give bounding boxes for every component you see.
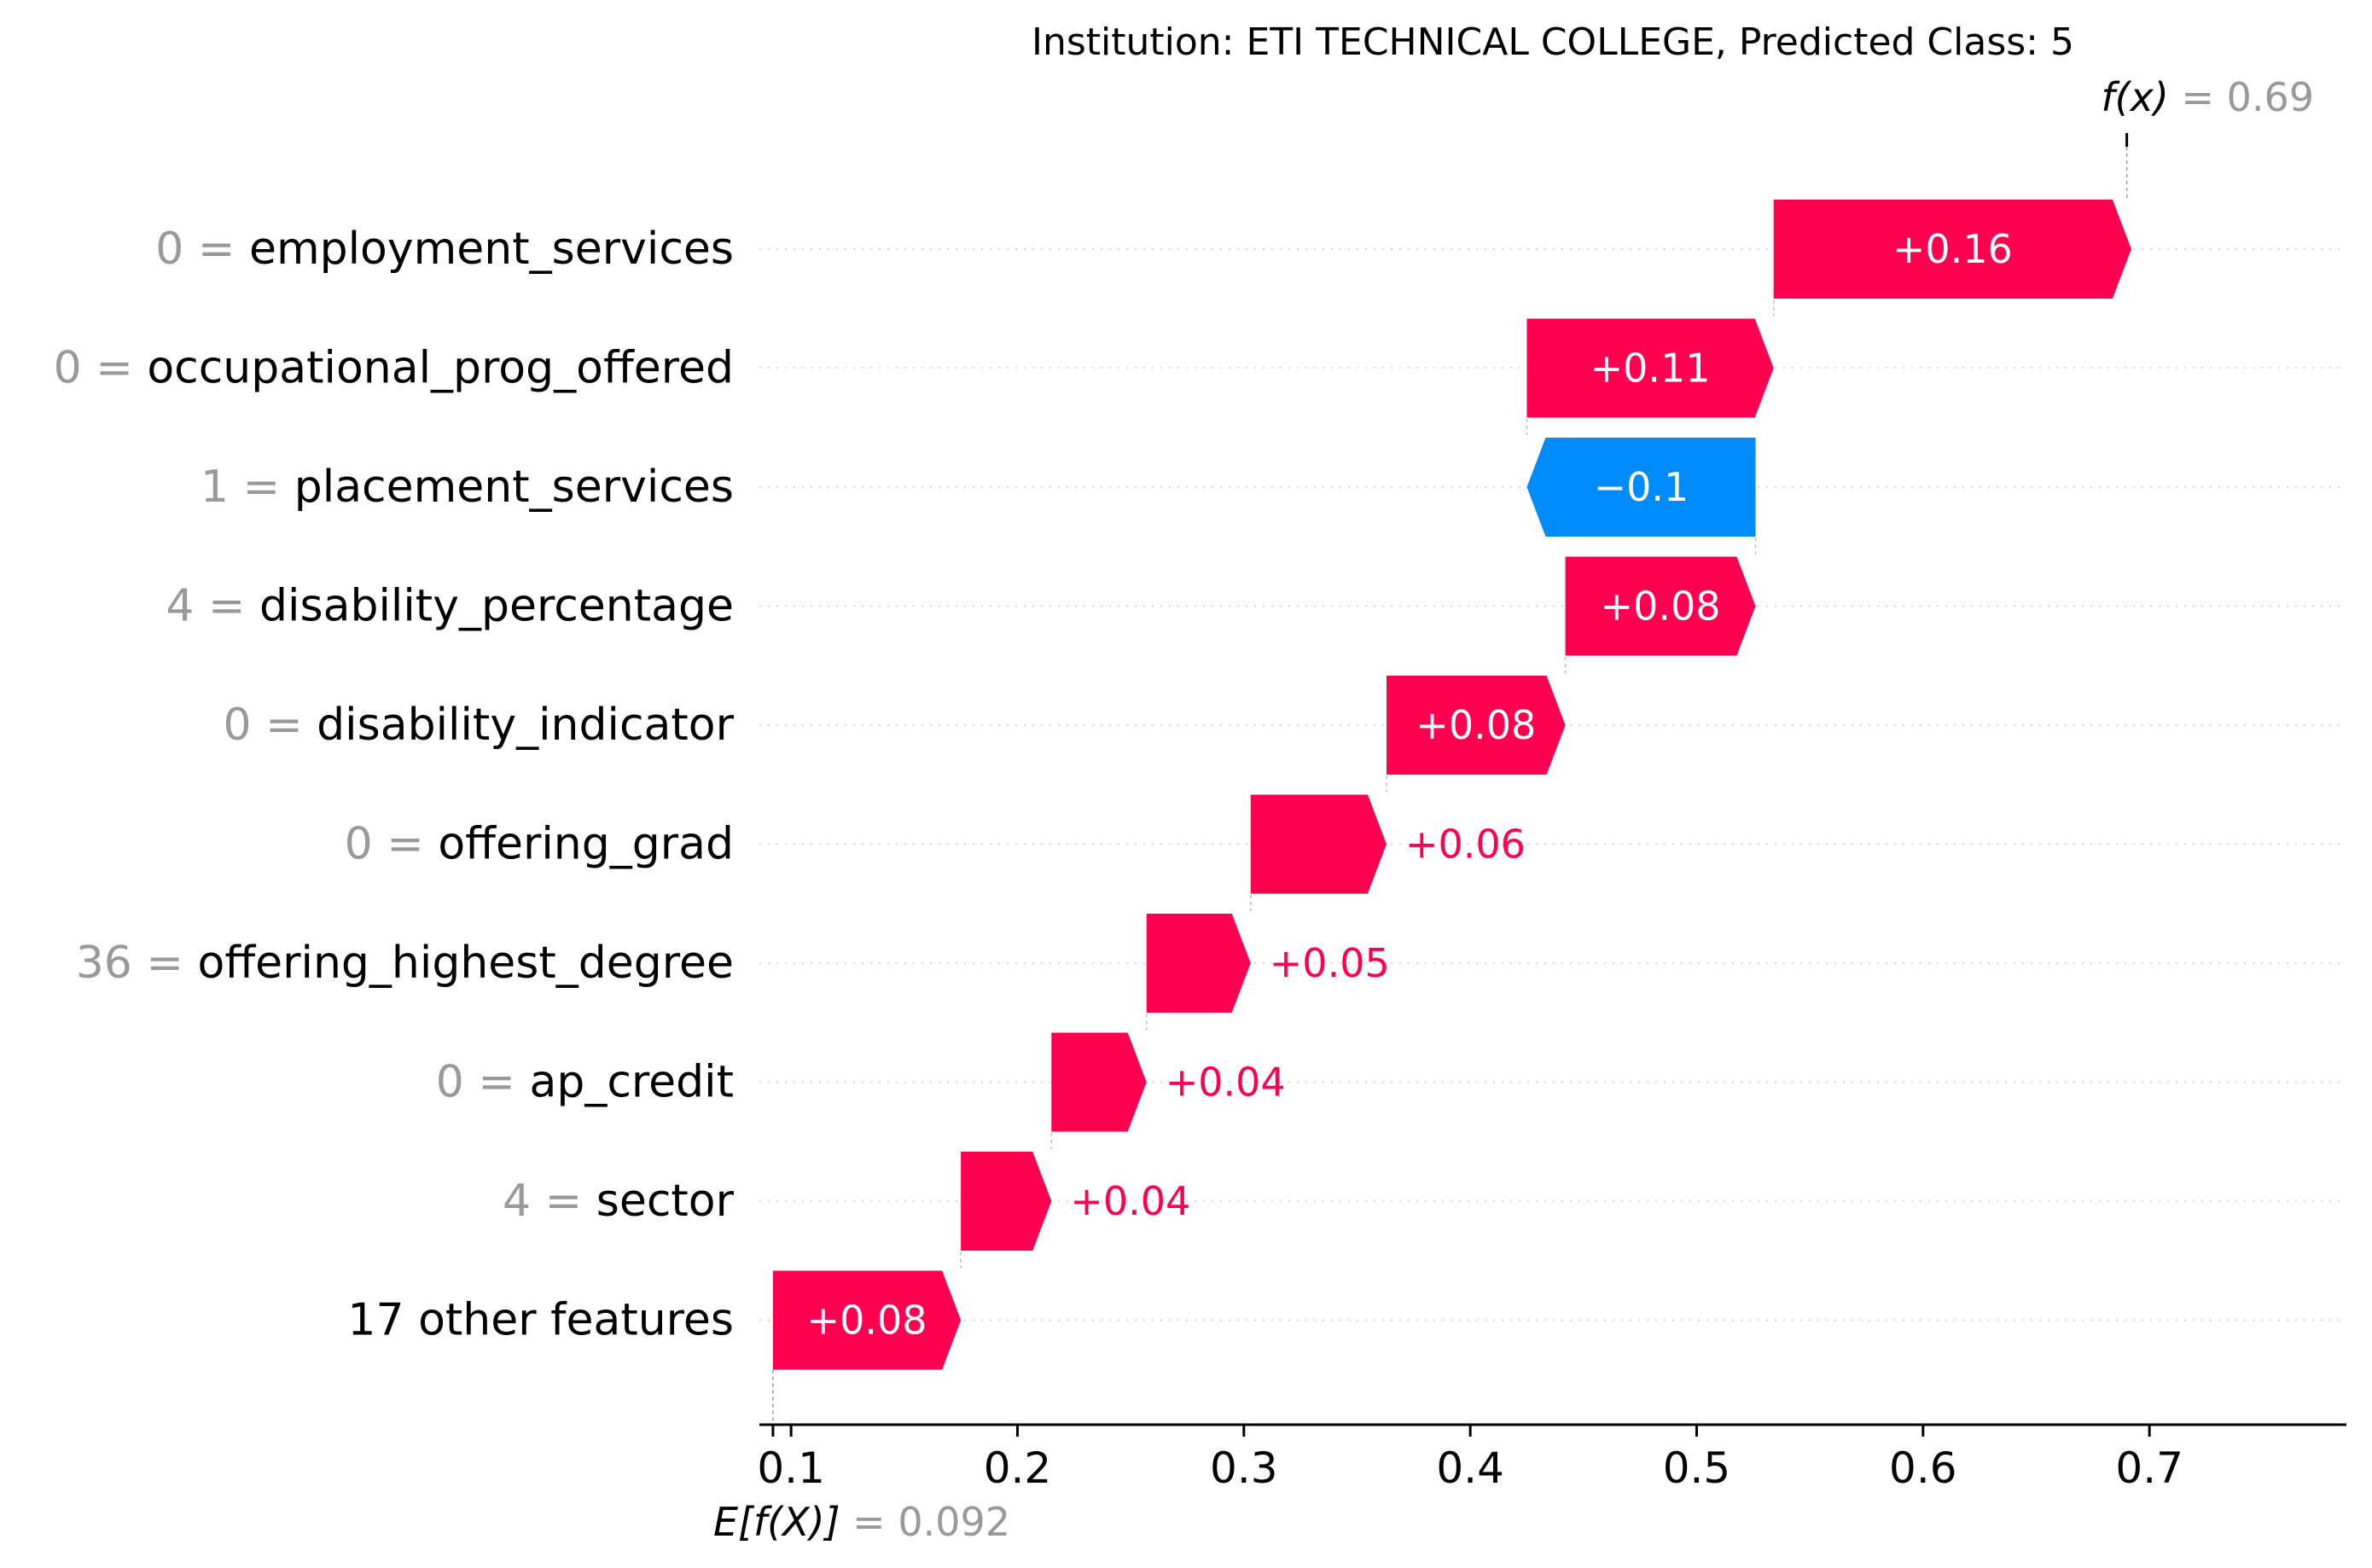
waterfall-bars: +0.16 +0.11 −0.1 +0.08 +0.08 +0.06 +0.05 +0.04 +… xyxy=(772,200,2131,1370)
bar-value-label: +0.06 xyxy=(1405,822,1526,868)
bar-value-label: +0.05 xyxy=(1270,940,1390,986)
efx-equals: = xyxy=(852,1499,898,1545)
feature-value: 4 = xyxy=(166,581,259,632)
x-tick-label: 0.2 xyxy=(984,1443,1052,1493)
feature-value: 1 = xyxy=(201,462,294,513)
bar-value-label: +0.08 xyxy=(1416,702,1536,748)
feature-value: 0 = xyxy=(155,224,249,275)
feature-value: 0 = xyxy=(345,819,439,870)
bar-value-label: +0.16 xyxy=(1892,226,2013,272)
feature-name: sector xyxy=(596,1176,735,1227)
efx-value: 0.092 xyxy=(898,1499,1010,1545)
feature-label: 4 = disability_percentage xyxy=(166,581,734,632)
bar-value-label: +0.08 xyxy=(1601,584,1721,630)
feature-value: 0 = xyxy=(223,700,317,751)
waterfall-bar xyxy=(1565,556,1756,656)
feature-label: 0 = offering_grad xyxy=(345,819,734,870)
feature-name: disability_indicator xyxy=(317,700,734,751)
waterfall-bar xyxy=(1146,914,1251,1013)
x-tick-label: 0.1 xyxy=(757,1443,825,1493)
svg-text:f(x) = 0.69: f(x) = 0.69 xyxy=(2101,74,2314,120)
x-axis: 0.1 0.2 0.3 0.4 0.5 0.6 0.7 xyxy=(757,1423,2346,1493)
waterfall-bar xyxy=(1773,200,2131,299)
waterfall-bar xyxy=(772,1270,962,1370)
feature-name: offering_highest_degree xyxy=(198,938,735,989)
feature-name: employment_services xyxy=(249,224,734,275)
bar-value-label: +0.11 xyxy=(1590,346,1711,392)
x-tick-label: 0.6 xyxy=(1889,1443,1957,1493)
waterfall-bar xyxy=(1526,318,1774,418)
x-tick-label: 0.3 xyxy=(1210,1443,1278,1493)
feature-name: ap_credit xyxy=(529,1057,734,1108)
fx-label: f(x) xyxy=(2101,74,2168,120)
feature-label: 36 = offering_highest_degree xyxy=(76,938,734,989)
connector-lines xyxy=(960,299,1775,1269)
waterfall-bar xyxy=(1051,1032,1147,1132)
feature-value: 4 = xyxy=(503,1176,596,1227)
feature-label: 1 = placement_services xyxy=(201,462,734,513)
bar-value-label: −0.1 xyxy=(1594,464,1689,510)
x-tick-label: 0.4 xyxy=(1436,1443,1504,1493)
feature-label: 0 = disability_indicator xyxy=(223,700,734,751)
feature-name: placement_services xyxy=(294,462,734,513)
feature-label: 4 = sector xyxy=(503,1176,735,1227)
bar-value-label: +0.04 xyxy=(1166,1060,1286,1106)
feature-value: 0 = xyxy=(54,343,148,394)
bar-value-label: +0.08 xyxy=(807,1298,927,1344)
x-tick-label: 0.5 xyxy=(1663,1443,1731,1493)
efx-annotation: E[f(X)] = 0.092 xyxy=(713,1499,1010,1545)
bar-value-label: +0.04 xyxy=(1070,1178,1190,1224)
feature-label: 17 other features xyxy=(347,1295,734,1346)
feature-name: occupational_prog_offered xyxy=(147,343,734,394)
feature-label: 0 = ap_credit xyxy=(436,1057,734,1108)
efx-label: E[f(X)] xyxy=(713,1499,840,1545)
feature-value: 36 = xyxy=(76,938,198,989)
feature-label: 0 = occupational_prog_offered xyxy=(54,343,734,394)
x-tick-label: 0.7 xyxy=(2115,1443,2183,1493)
feature-label: 0 = employment_services xyxy=(155,224,734,275)
fx-value: 0.69 xyxy=(2227,74,2314,120)
waterfall-bar xyxy=(1526,438,1756,537)
feature-name: 17 other features xyxy=(347,1295,734,1346)
waterfall-bar xyxy=(1250,794,1387,894)
feature-name: disability_percentage xyxy=(259,581,734,632)
feature-name: offering_grad xyxy=(438,819,734,870)
svg-text:E[f(X)] = 0.092: E[f(X)] = 0.092 xyxy=(713,1499,1010,1545)
waterfall-bar xyxy=(961,1152,1052,1251)
chart-title: Institution: ETI TECHNICAL COLLEGE, Pred… xyxy=(1032,20,2074,64)
fx-equals: = xyxy=(2181,74,2226,120)
feature-value: 0 = xyxy=(436,1057,530,1108)
fx-annotation: f(x) = 0.69 xyxy=(2101,74,2314,147)
waterfall-bar xyxy=(1386,676,1566,775)
